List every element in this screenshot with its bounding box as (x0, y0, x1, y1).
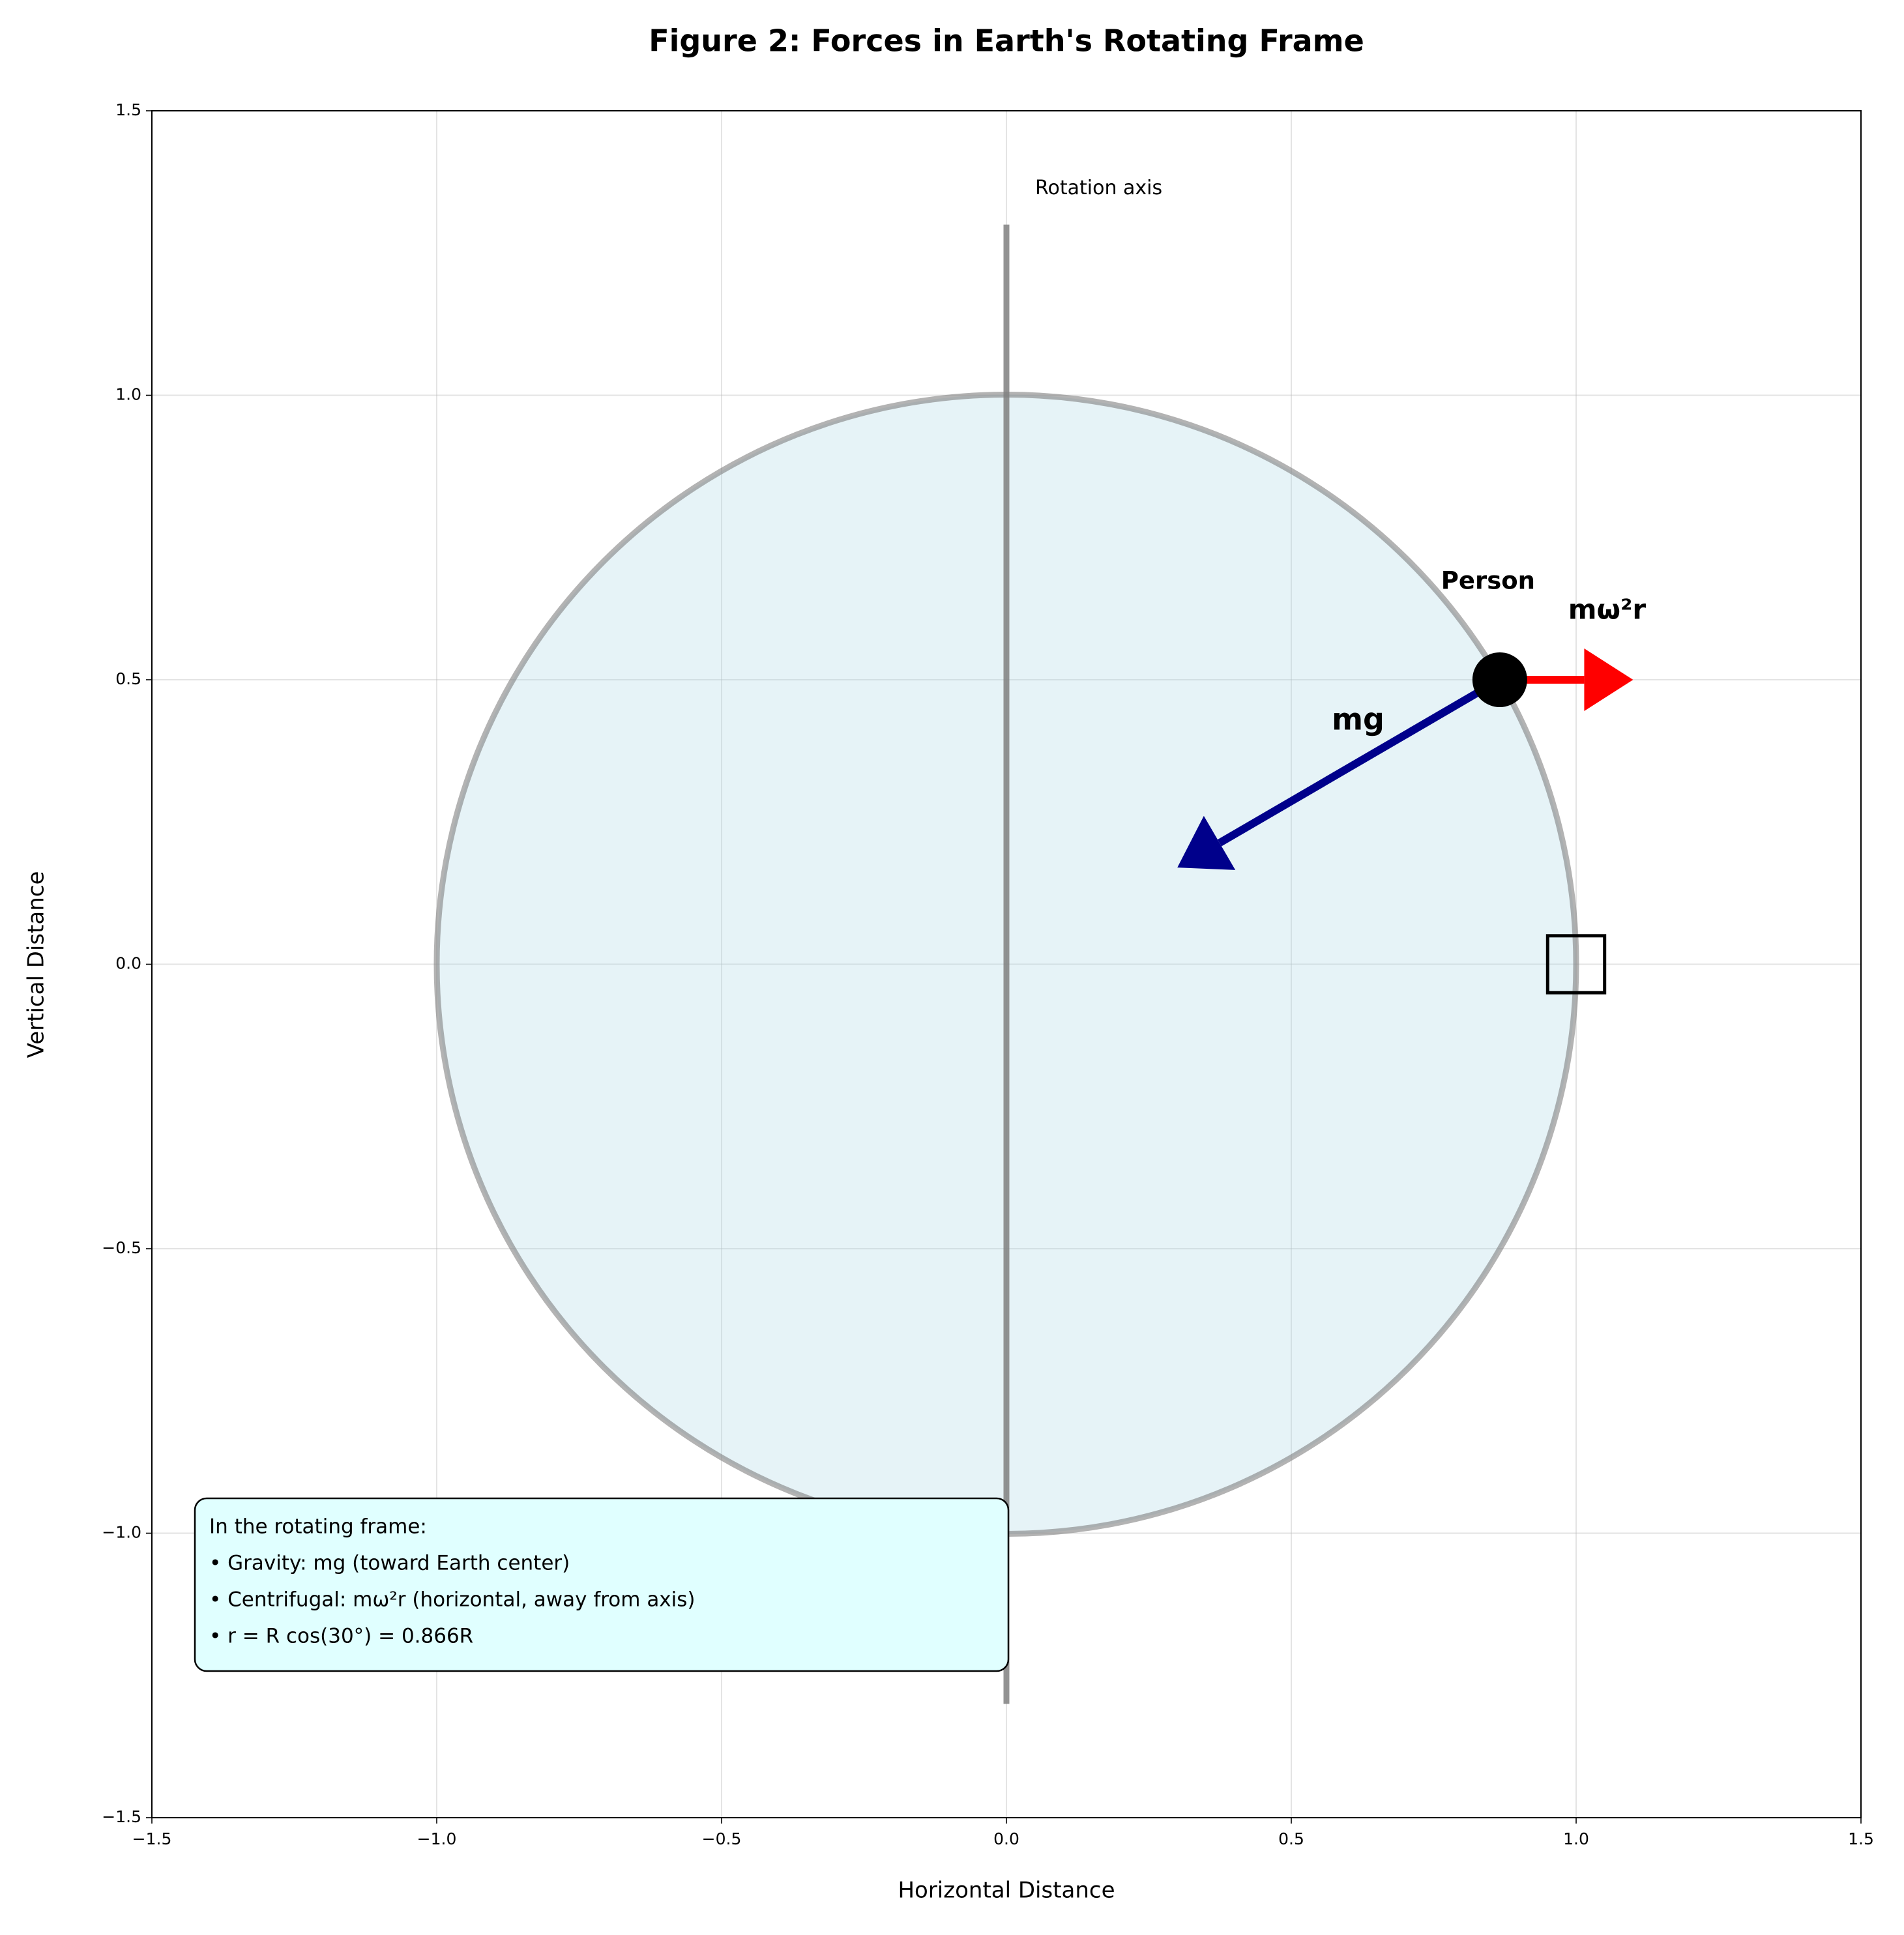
y-tick-label: −0.5 (102, 1238, 141, 1257)
note-line: • r = R cos(30°) = 0.866R (209, 1625, 473, 1648)
right-angle-marker (1545, 934, 1607, 995)
x-tick-label: −1.0 (417, 1829, 457, 1848)
force-arrow-head (1584, 648, 1633, 711)
force-arrow-shaft (1217, 676, 1502, 847)
person (1472, 652, 1527, 707)
force-label: mω²r (1568, 594, 1647, 626)
note-box (194, 1497, 1010, 1672)
note-line: • Gravity: mg (toward Earth center) (209, 1552, 570, 1575)
y-tick-label: 0.0 (115, 954, 141, 973)
chart-title: Figure 2: Forces in Earth's Rotating Fra… (649, 23, 1364, 59)
note-line: • Centrifugal: mω²r (horizontal, away fr… (209, 1588, 696, 1612)
force-arrow-head (1177, 815, 1236, 870)
plot-frame (151, 110, 1862, 1818)
x-tick-label: −1.5 (132, 1829, 172, 1848)
y-tick-label: 0.5 (115, 669, 141, 688)
note-line: In the rotating frame: (209, 1515, 427, 1539)
y-tick-label: −1.0 (102, 1523, 141, 1542)
force-label: mg (1332, 702, 1384, 737)
x-tick-label: −0.5 (702, 1829, 742, 1848)
y-axis-label: Vertical Distance (23, 871, 50, 1058)
y-tick-label: 1.5 (115, 100, 141, 119)
x-axis-label: Horizontal Distance (898, 1878, 1115, 1904)
y-tick-label: 1.0 (115, 385, 141, 404)
x-tick-label: 0.0 (993, 1829, 1019, 1848)
person-label: Person (1441, 567, 1535, 595)
x-tick-label: 0.5 (1278, 1829, 1304, 1848)
x-tick-label: 1.5 (1848, 1829, 1874, 1848)
x-tick-label: 1.0 (1563, 1829, 1589, 1848)
y-tick-label: −1.5 (102, 1807, 141, 1826)
rotation-axis-label: Rotation axis (1035, 177, 1162, 199)
